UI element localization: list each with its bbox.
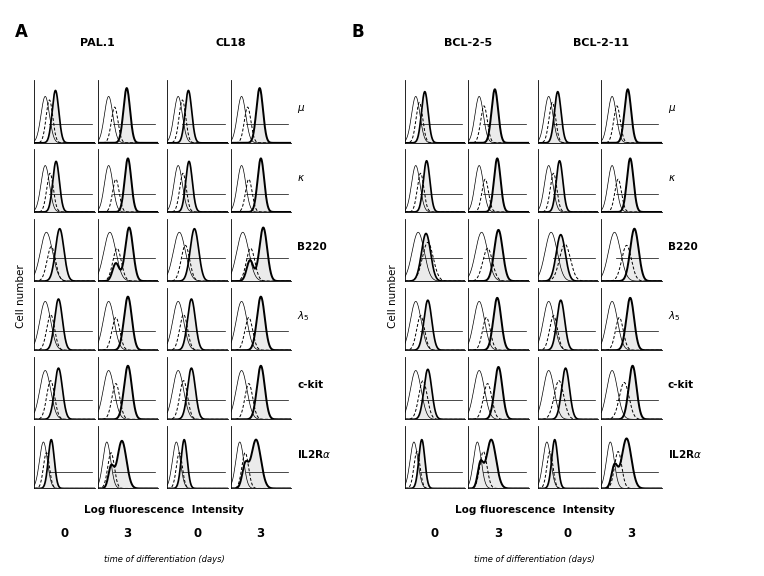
Text: A: A [15, 23, 28, 41]
Text: 3: 3 [257, 527, 264, 540]
Text: 0: 0 [564, 527, 571, 540]
Text: 3: 3 [627, 527, 635, 540]
Text: IL2R$\alpha$: IL2R$\alpha$ [668, 449, 702, 460]
Text: Cell number: Cell number [16, 264, 26, 328]
Text: Cell number: Cell number [388, 264, 399, 328]
Text: c-kit: c-kit [297, 380, 323, 391]
Text: $\mu$: $\mu$ [668, 103, 676, 115]
Text: CL18: CL18 [215, 38, 246, 48]
Text: 0: 0 [193, 527, 201, 540]
Text: 0: 0 [431, 527, 439, 540]
Text: time of differentiation (days): time of differentiation (days) [474, 555, 595, 564]
Text: BCL-2-5: BCL-2-5 [445, 38, 492, 48]
Text: $\kappa$: $\kappa$ [668, 173, 676, 183]
Text: $\lambda_5$: $\lambda_5$ [668, 309, 680, 323]
Text: BCL-2-11: BCL-2-11 [573, 38, 630, 48]
Text: 3: 3 [494, 527, 502, 540]
Text: 3: 3 [124, 527, 131, 540]
Text: $\lambda_5$: $\lambda_5$ [297, 309, 309, 323]
Text: B220: B220 [297, 242, 327, 252]
Text: Log fluorescence  Intensity: Log fluorescence Intensity [84, 505, 244, 514]
Text: time of differentiation (days): time of differentiation (days) [104, 555, 225, 564]
Text: Log fluorescence  Intensity: Log fluorescence Intensity [455, 505, 615, 514]
Text: c-kit: c-kit [668, 380, 694, 391]
Text: $\mu$: $\mu$ [297, 103, 306, 115]
Text: PAL.1: PAL.1 [80, 38, 115, 48]
Text: B: B [351, 23, 364, 41]
Text: $\kappa$: $\kappa$ [297, 173, 306, 183]
Text: IL2R$\alpha$: IL2R$\alpha$ [297, 449, 332, 460]
Text: 0: 0 [60, 527, 68, 540]
Text: B220: B220 [668, 242, 698, 252]
